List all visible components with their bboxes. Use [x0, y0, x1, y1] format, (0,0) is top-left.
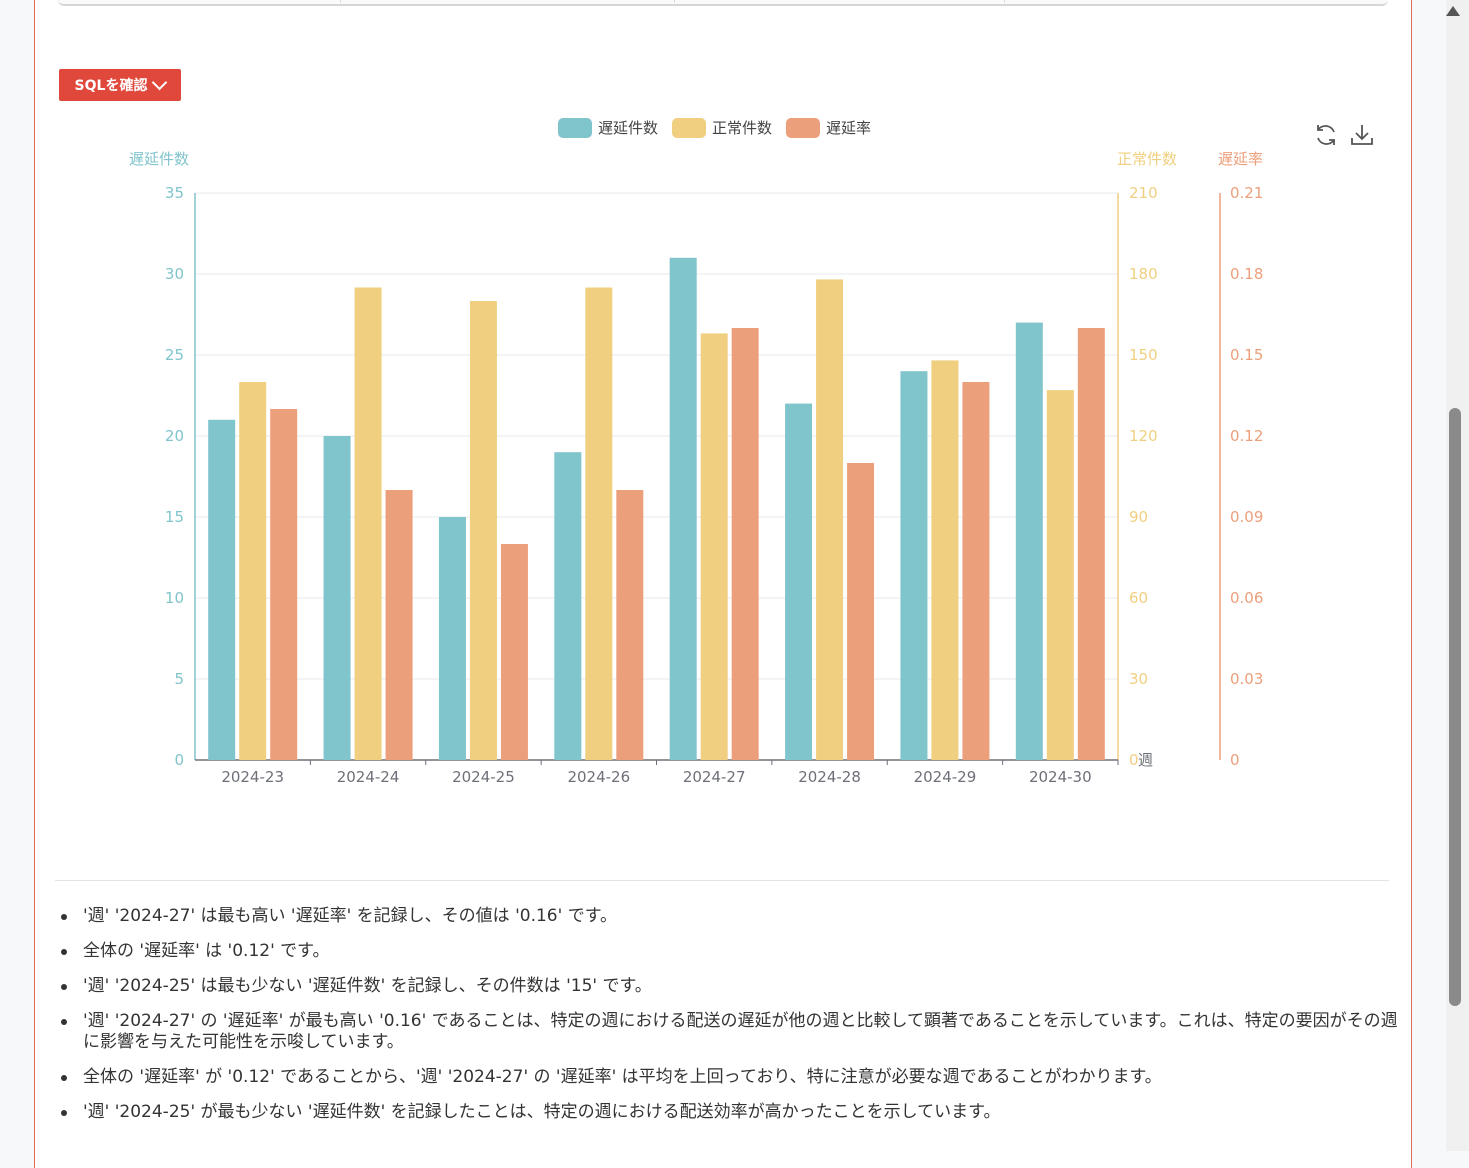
y-tick-label-left: 10: [165, 589, 184, 607]
insight-item: 全体の '遅延率' は '0.12' です。: [61, 941, 1408, 962]
insight-item: '週' '2024-27' の '遅延率' が最も高い '0.16' であること…: [61, 1011, 1408, 1053]
insight-list: '週' '2024-27' は最も高い '遅延率' を記録し、その値は '0.1…: [55, 906, 1408, 1137]
y-tick-label-right-rate: 0.21: [1230, 184, 1263, 202]
insight-item: '週' '2024-27' は最も高い '遅延率' を記録し、その値は '0.1…: [61, 906, 1408, 927]
legend-item-delayed[interactable]: 遅延件数: [558, 117, 658, 138]
y-tick-label-left: 0: [174, 751, 184, 769]
scroll-up-arrow-icon[interactable]: [1446, 6, 1460, 16]
bar-rate: [385, 490, 413, 760]
y-tick-label-left: 15: [165, 508, 184, 526]
left-axis-title: 遅延件数: [129, 150, 190, 168]
insight-item: '週' '2024-25' は最も少ない '遅延件数' を記録し、その件数は '…: [61, 976, 1408, 997]
show-sql-button[interactable]: SQLを確認: [59, 69, 181, 101]
y-tick-label-left: 25: [165, 346, 184, 364]
y-tick-label-right-normal: 60: [1129, 589, 1148, 607]
bar-rate: [616, 490, 644, 760]
x-axis-title: 週: [1138, 751, 1153, 769]
x-tick-label: 2024-28: [798, 768, 861, 786]
y-tick-label-right-rate: 0.06: [1230, 589, 1263, 607]
bar-normal: [931, 360, 959, 760]
x-tick-label: 2024-26: [567, 768, 630, 786]
section-divider: [55, 880, 1389, 881]
y-tick-label-right-rate: 0.18: [1230, 265, 1263, 283]
x-tick-label: 2024-29: [914, 768, 977, 786]
y-tick-label-right-rate: 0.09: [1230, 508, 1263, 526]
y-tick-label-right-normal: 180: [1129, 265, 1158, 283]
bar-normal: [1046, 390, 1074, 760]
refresh-icon[interactable]: [1313, 122, 1339, 148]
y-tick-label-right-rate: 0: [1230, 751, 1240, 769]
bar-chart: 0 0 0 5 30 0.03 10 60 0.06 15 90 0.09 20 120 0.12 25 150…: [165, 184, 1264, 786]
bar-normal: [585, 287, 613, 760]
bar-delayed: [438, 517, 466, 760]
x-tick-label: 2024-24: [337, 768, 400, 786]
y-tick-label-right-normal: 90: [1129, 508, 1148, 526]
bar-rate: [270, 409, 298, 760]
bar-delayed: [1015, 322, 1043, 760]
chart-legend: 遅延件数 正常件数 遅延率: [558, 117, 871, 138]
x-tick-label: 2024-23: [221, 768, 284, 786]
insight-item: 全体の '遅延率' が '0.12' であることから、'週' '2024-27'…: [61, 1067, 1408, 1088]
y-tick-label-left: 30: [165, 265, 184, 283]
legend-label: 正常件数: [712, 119, 773, 137]
legend-swatch: [786, 117, 821, 138]
bar-rate: [962, 382, 990, 760]
y-tick-label-right-rate: 0.12: [1230, 427, 1263, 445]
table-bottom-edge: [58, 0, 1388, 6]
bar-delayed: [554, 452, 582, 760]
y-tick-label-left: 20: [165, 427, 184, 445]
y-tick-label-right-normal: 120: [1129, 427, 1158, 445]
show-sql-button-label: SQLを確認: [74, 78, 148, 94]
legend-item-rate[interactable]: 遅延率: [786, 117, 871, 138]
y-tick-label-right-rate: 0.15: [1230, 346, 1263, 364]
bar-delayed: [785, 403, 813, 760]
x-tick-label: 2024-30: [1029, 768, 1092, 786]
bar-delayed: [323, 436, 351, 760]
y-tick-label-right-normal: 210: [1129, 184, 1158, 202]
legend-swatch: [558, 117, 592, 138]
x-tick-label: 2024-27: [683, 768, 746, 786]
bar-rate: [847, 463, 875, 760]
legend-swatch: [672, 117, 707, 138]
bar-rate: [731, 328, 759, 760]
y-tick-label-left: 5: [174, 670, 184, 688]
legend-item-normal[interactable]: 正常件数: [672, 117, 772, 138]
scrollbar-thumb[interactable]: [1449, 408, 1461, 1006]
y-tick-label-right-normal: 150: [1129, 346, 1158, 364]
bar-rate: [1077, 328, 1105, 760]
x-tick-label: 2024-25: [452, 768, 515, 786]
bar-normal: [700, 333, 728, 760]
y-tick-label-right-normal: 0: [1129, 751, 1139, 769]
vertical-scrollbar[interactable]: [1446, 0, 1469, 1151]
legend-label: 遅延率: [826, 119, 872, 137]
right-axis-title-rate: 遅延率: [1218, 150, 1264, 168]
y-tick-label-right-normal: 30: [1129, 670, 1148, 688]
bar-normal: [354, 287, 382, 760]
y-tick-label-left: 35: [165, 184, 184, 202]
legend-label: 遅延件数: [598, 119, 659, 137]
bar-normal: [816, 279, 844, 760]
bar-delayed: [208, 419, 236, 760]
bar-normal: [469, 301, 497, 760]
bar-rate: [500, 544, 528, 760]
insight-item: '週' '2024-25' が最も少ない '遅延件数' を記録したことは、特定の…: [61, 1102, 1408, 1123]
bar-delayed: [900, 371, 928, 760]
download-icon[interactable]: [1349, 122, 1375, 148]
right-axis-title-normal: 正常件数: [1117, 150, 1178, 168]
bar-delayed: [669, 257, 697, 760]
bar-normal: [239, 382, 267, 760]
y-tick-label-right-rate: 0.03: [1230, 670, 1263, 688]
